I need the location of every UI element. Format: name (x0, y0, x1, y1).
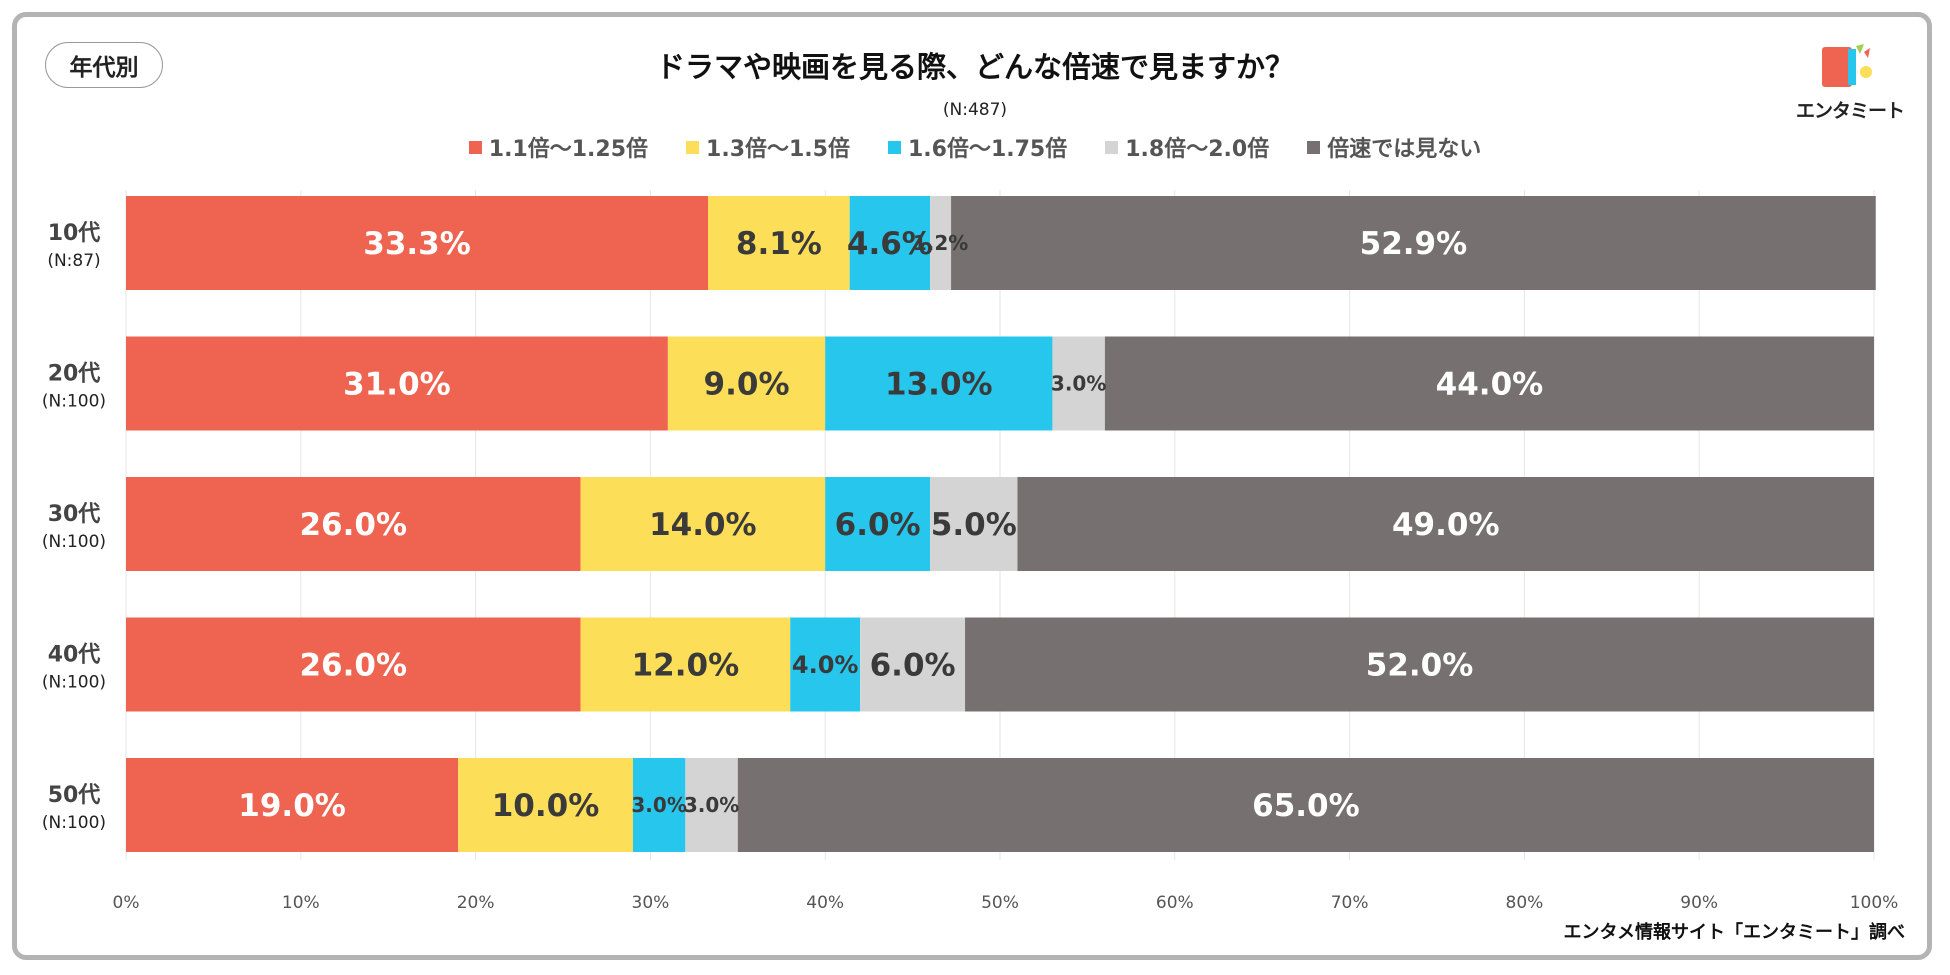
data-label: 6.0% (870, 648, 956, 684)
data-label: 3.0% (631, 793, 686, 817)
data-label: 8.1% (736, 226, 822, 262)
category-n-label: (N:100) (42, 392, 106, 412)
category-n-label: (N:87) (47, 251, 100, 271)
data-label: 4.0% (792, 651, 859, 679)
bar-segment (126, 336, 668, 431)
legend-swatch (1105, 140, 1119, 154)
bar-segment (930, 477, 1018, 571)
category-label: 30代 (48, 502, 101, 527)
category-n-label: (N:100) (42, 532, 106, 552)
bar-segment (1017, 477, 1874, 571)
legend-swatch (468, 140, 482, 154)
bar-segment (458, 758, 633, 852)
bar-segment (849, 196, 931, 290)
x-tick-label: 30% (632, 893, 670, 913)
bar-segment (632, 758, 686, 852)
label-layer: 33.3% 8.1% 4.6%1.2% 52.9% 31.0% 9.0% 13.0% 3.0%… (238, 226, 1543, 824)
data-label: 6.0% (835, 507, 921, 543)
bar-segment (126, 477, 581, 571)
category-n-label: (N:100) (42, 673, 106, 693)
category-label: 20代 (48, 362, 101, 387)
bar-segment (965, 617, 1874, 712)
entameet-logo-icon (1822, 44, 1872, 87)
source-credit: エンタメ情報サイト「エンタミート」調べ (1563, 922, 1905, 943)
legend-item: 1.8倍〜2.0倍 (1105, 131, 1269, 163)
data-label: 1.2% (913, 231, 968, 255)
data-label: 19.0% (238, 788, 346, 824)
category-label: 40代 (48, 643, 101, 668)
data-label: 3.0% (684, 793, 739, 817)
x-tick-label: 0% (113, 893, 140, 913)
x-tick-label: 50% (981, 893, 1019, 913)
x-tick-label: 100% (1850, 893, 1899, 913)
bar-segment (126, 617, 581, 712)
bar-segment (580, 617, 791, 712)
x-tick-label: 80% (1506, 893, 1544, 913)
data-label: 65.0% (1252, 788, 1360, 824)
chart-title: ドラマや映画を見る際、どんな倍速で見ますか？ (655, 50, 1294, 84)
bar-segment (126, 758, 459, 852)
legend-swatch (686, 140, 700, 154)
data-label: 49.0% (1392, 507, 1500, 543)
legend-swatch (1307, 140, 1321, 154)
data-label: 3.0% (1051, 372, 1106, 396)
x-tick-label: 70% (1331, 893, 1369, 913)
category-label: 10代 (48, 221, 101, 246)
x-tick-label: 90% (1680, 893, 1718, 913)
data-label: 33.3% (363, 226, 471, 262)
logo-text: エンタミート (1795, 100, 1905, 122)
data-label: 52.0% (1366, 648, 1474, 684)
x-tick-label: 40% (806, 893, 844, 913)
data-label: 4.6% (847, 226, 933, 262)
legend-item: 倍速では見ない (1307, 131, 1481, 163)
bar-segment (790, 617, 861, 712)
legend-item: 1.3倍〜1.5倍 (686, 131, 850, 163)
legend-label: 1.1倍〜1.25倍 (488, 137, 649, 162)
legend-label: 1.6倍〜1.75倍 (907, 137, 1068, 162)
bar-segment (1104, 336, 1874, 431)
bar-segment (951, 196, 1876, 290)
data-label: 9.0% (704, 367, 790, 403)
data-label: 31.0% (343, 367, 451, 403)
axis-layer: 0% 10% 20% 30% 40% 50% 60% 70% 80% 90% 100% 10代 (N:8… (42, 221, 1898, 913)
bar-segment (825, 477, 931, 571)
age-group-badge: 年代別 (45, 42, 163, 88)
chart-subtitle: (N:487) (942, 100, 1008, 120)
bar-layer (126, 196, 1876, 852)
data-label: 26.0% (299, 648, 407, 684)
bar-segment (708, 196, 850, 290)
data-label: 44.0% (1436, 367, 1544, 403)
legend: 1.1倍〜1.25倍 1.3倍〜1.5倍 1.6倍〜1.75倍 1.8倍〜2.0… (0, 131, 1950, 163)
bar-segment (667, 336, 826, 431)
bar-segment (685, 758, 738, 852)
data-label: 52.9% (1360, 226, 1468, 262)
bar-segment (737, 758, 1874, 852)
bar-segment (580, 477, 826, 571)
legend-swatch (887, 140, 901, 154)
legend-label: 倍速では見ない (1327, 137, 1482, 162)
bar-segment (930, 196, 952, 290)
legend-label: 1.3倍〜1.5倍 (706, 137, 850, 162)
legend-item: 1.1倍〜1.25倍 (468, 131, 649, 163)
category-n-label: (N:100) (42, 813, 106, 833)
bar-segment (1052, 336, 1105, 431)
category-label: 50代 (48, 783, 101, 808)
bar-segment (126, 196, 709, 290)
x-tick-label: 60% (1156, 893, 1194, 913)
legend-item: 1.6倍〜1.75倍 (887, 131, 1068, 163)
legend-label: 1.8倍〜2.0倍 (1125, 137, 1270, 162)
data-label: 12.0% (632, 648, 740, 684)
data-label: 26.0% (299, 507, 407, 543)
data-label: 13.0% (885, 367, 993, 403)
data-label: 5.0% (931, 507, 1017, 543)
data-label: 10.0% (492, 788, 600, 824)
bar-segment (860, 617, 966, 712)
bar-segment (825, 336, 1053, 431)
data-label: 14.0% (649, 507, 757, 543)
x-tick-label: 20% (457, 893, 495, 913)
x-tick-label: 10% (282, 893, 320, 913)
